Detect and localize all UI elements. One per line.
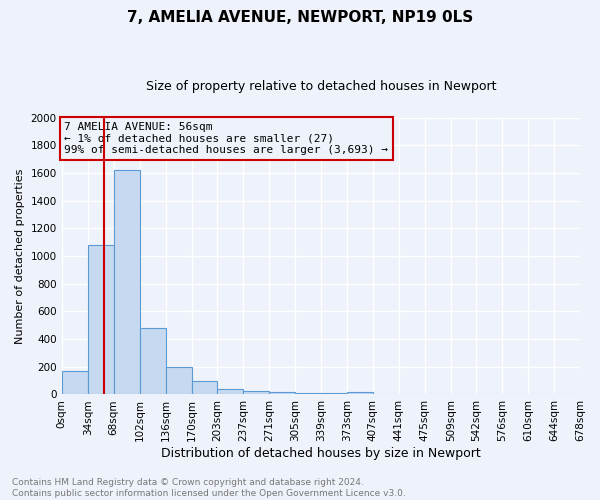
Y-axis label: Number of detached properties: Number of detached properties <box>15 168 25 344</box>
Bar <box>217 389 243 394</box>
Bar <box>166 367 191 394</box>
Bar <box>243 390 269 394</box>
Bar <box>88 245 113 394</box>
Bar <box>62 371 88 394</box>
Bar <box>191 380 217 394</box>
X-axis label: Distribution of detached houses by size in Newport: Distribution of detached houses by size … <box>161 447 481 460</box>
Text: 7 AMELIA AVENUE: 56sqm
← 1% of detached houses are smaller (27)
99% of semi-deta: 7 AMELIA AVENUE: 56sqm ← 1% of detached … <box>64 122 388 155</box>
Bar <box>321 393 347 394</box>
Bar <box>113 170 140 394</box>
Text: 7, AMELIA AVENUE, NEWPORT, NP19 0LS: 7, AMELIA AVENUE, NEWPORT, NP19 0LS <box>127 10 473 25</box>
Bar <box>347 392 373 394</box>
Bar <box>269 392 295 394</box>
Bar <box>140 328 166 394</box>
Text: Contains HM Land Registry data © Crown copyright and database right 2024.
Contai: Contains HM Land Registry data © Crown c… <box>12 478 406 498</box>
Title: Size of property relative to detached houses in Newport: Size of property relative to detached ho… <box>146 80 496 93</box>
Bar <box>295 393 321 394</box>
